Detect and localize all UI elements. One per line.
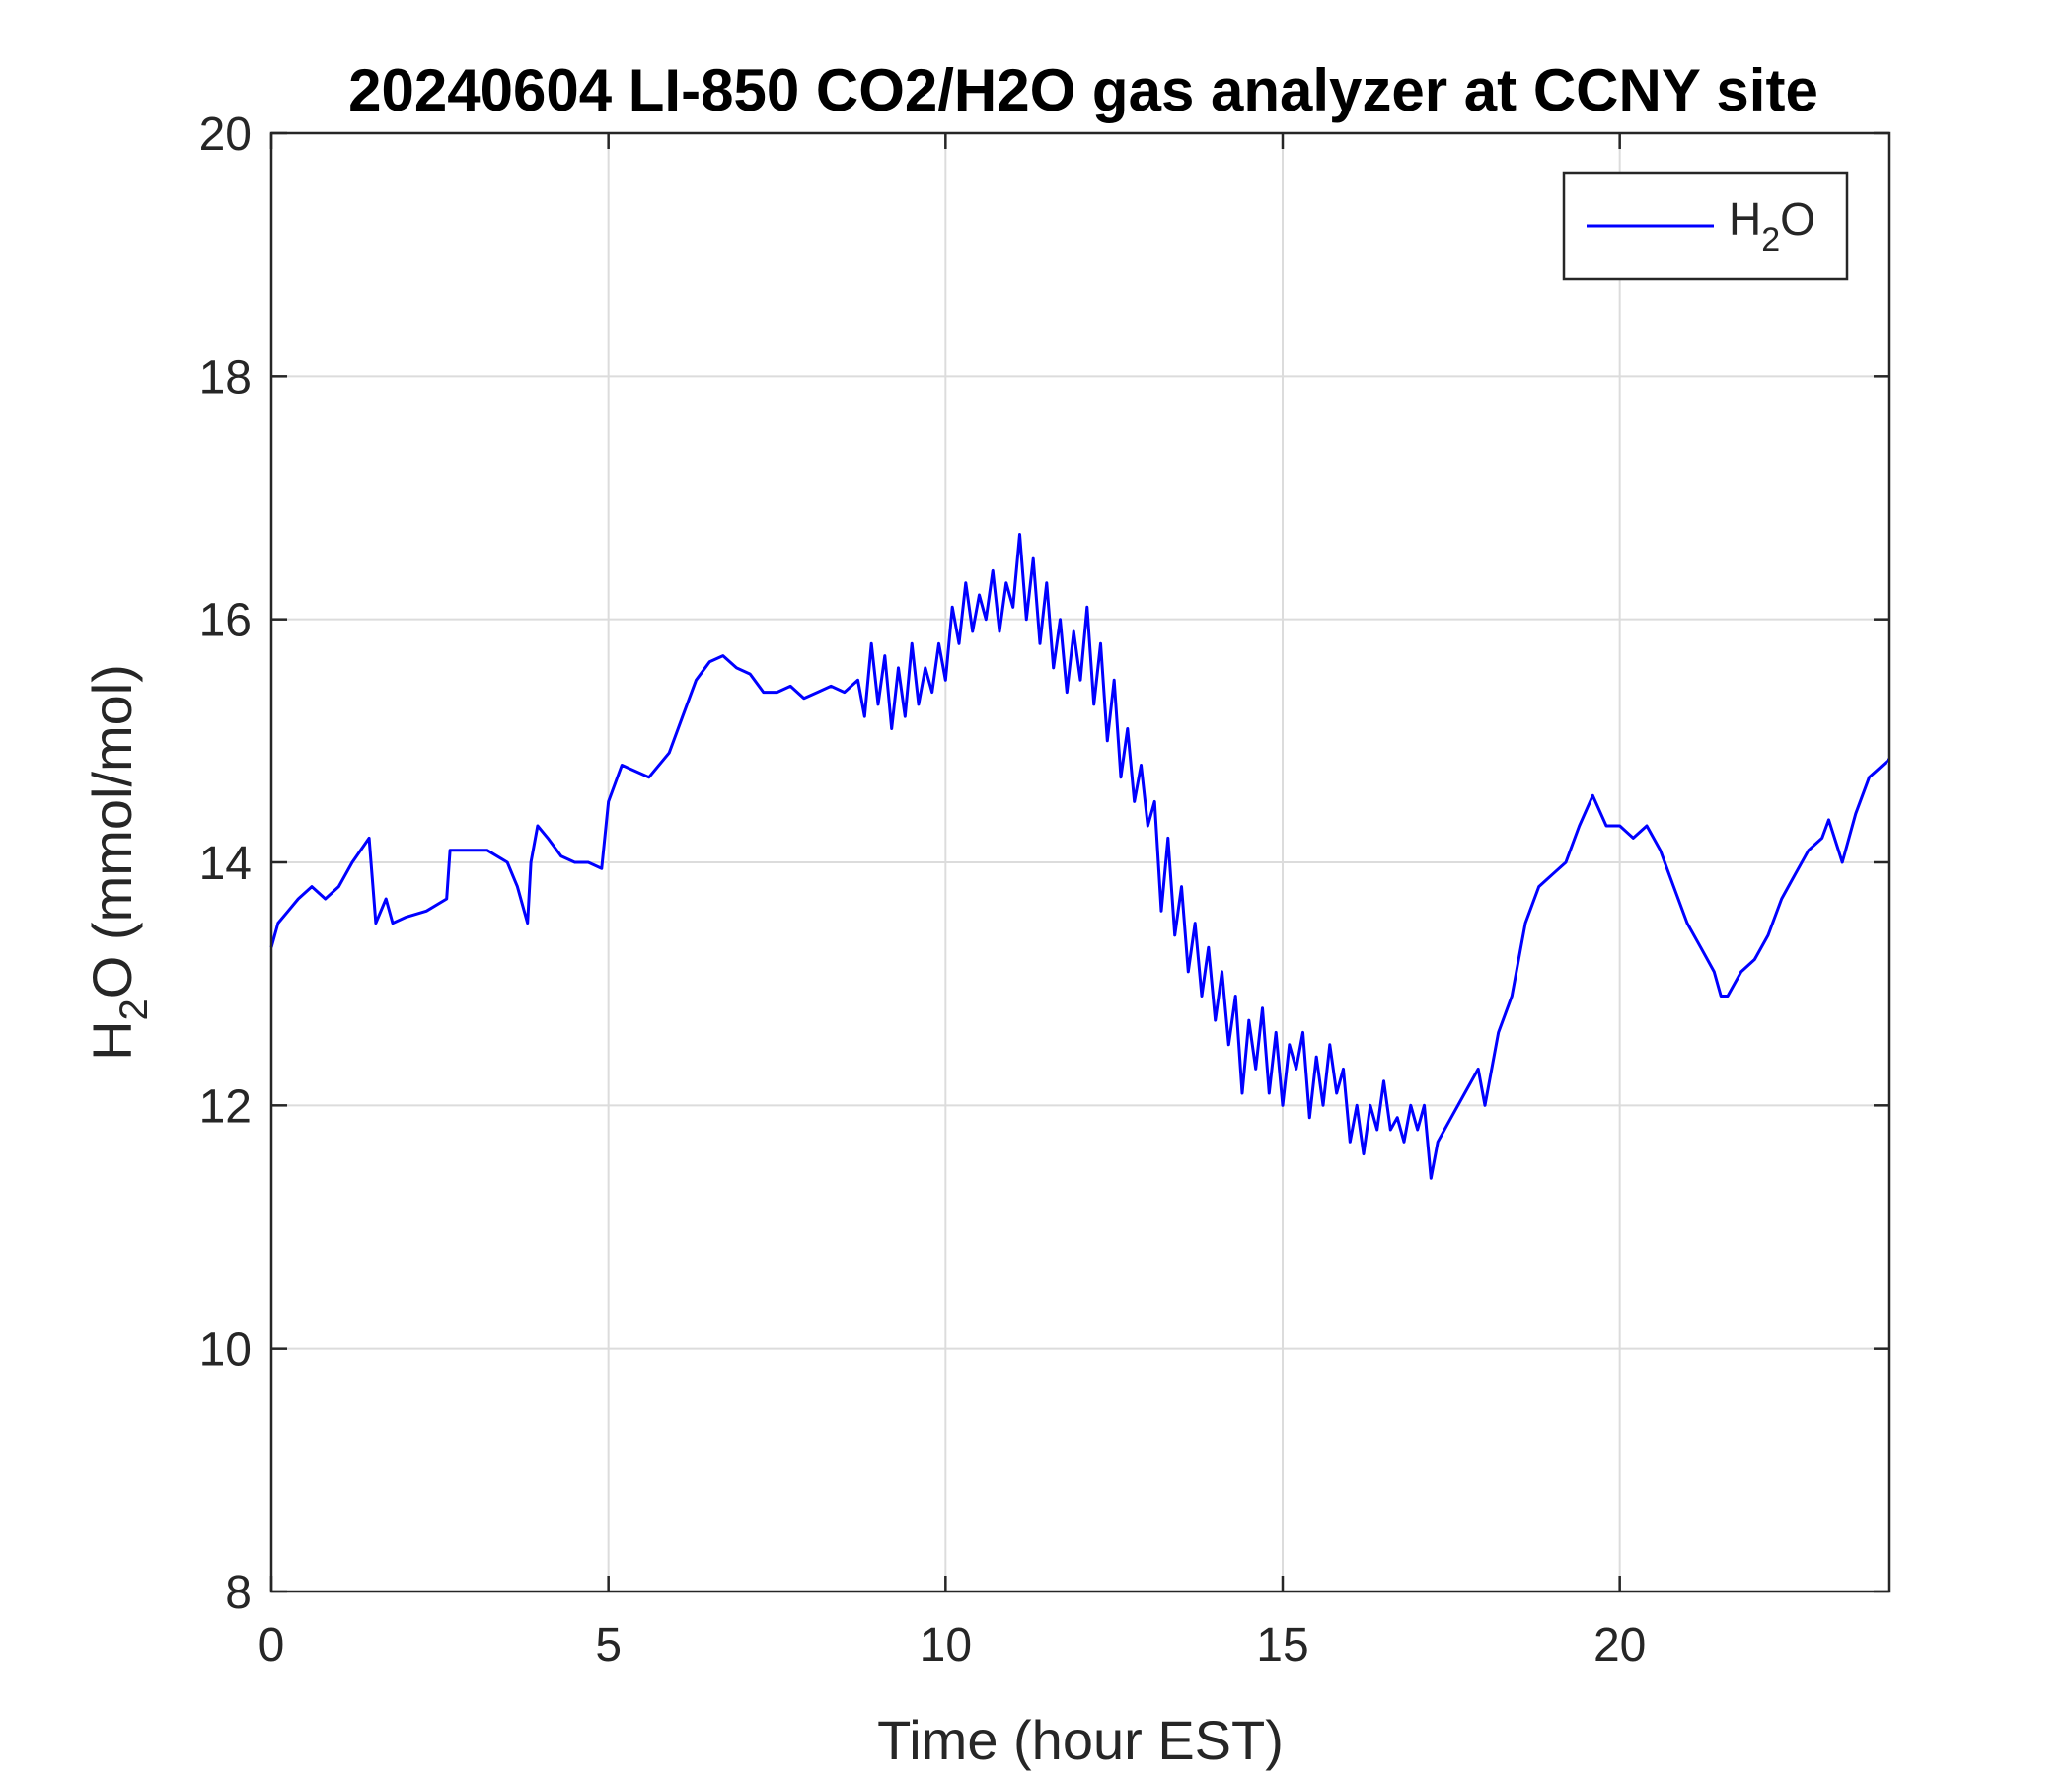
h2o-series-line — [269, 533, 1891, 1180]
x-tick-label: 5 — [595, 1619, 622, 1671]
legend-label-main: H — [1729, 193, 1761, 245]
grid — [270, 132, 1889, 1592]
x-tick-label: 15 — [1256, 1619, 1308, 1671]
x-axis-label: Time (hour EST) — [877, 1709, 1284, 1771]
y-tick-label: 12 — [199, 1080, 252, 1133]
y-tick-label: 16 — [199, 595, 252, 647]
legend: H2O — [1562, 171, 1849, 281]
x-tick-label: 10 — [920, 1619, 972, 1671]
y-axis-label-rest: O (mmol/mol) — [81, 664, 143, 999]
y-axis-label-sub: 2 — [112, 999, 156, 1020]
chart-title: 20240604 LI-850 CO2/H2O gas analyzer at … — [348, 57, 1818, 123]
axis-ticks — [269, 131, 1889, 1593]
x-tick-label: 0 — [259, 1619, 285, 1671]
legend-label-sub: 2 — [1761, 221, 1780, 259]
legend-label: H2O — [1729, 193, 1815, 259]
tick-labels: 0 5 10 15 20 8 10 12 14 16 18 20 — [199, 109, 1647, 1671]
x-tick-label: 20 — [1593, 1619, 1646, 1671]
y-tick-label: 10 — [199, 1324, 252, 1376]
y-tick-label: 8 — [225, 1567, 252, 1619]
y-tick-label: 14 — [199, 838, 252, 890]
legend-label-rest: O — [1780, 193, 1815, 245]
y-tick-label: 18 — [199, 351, 252, 404]
series-layer — [269, 533, 1891, 1180]
y-axis-label-main: H — [81, 1020, 143, 1060]
y-tick-label: 20 — [199, 109, 252, 161]
y-axis-label: H2O (mmol/mol) — [81, 664, 156, 1061]
